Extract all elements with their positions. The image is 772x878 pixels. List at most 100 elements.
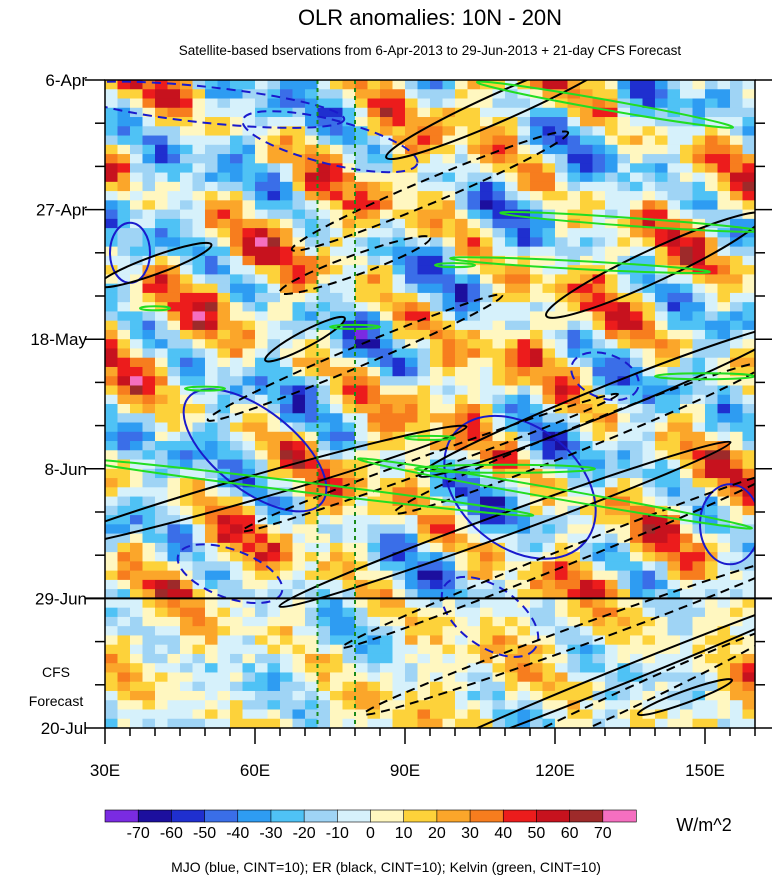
heatmap-cell xyxy=(417,672,431,683)
heatmap-cell xyxy=(430,478,444,488)
heatmap-cell xyxy=(542,376,556,387)
heatmap-cell xyxy=(555,607,569,618)
heatmap-cell xyxy=(355,237,369,248)
heatmap-cell xyxy=(192,552,206,562)
heatmap-cell xyxy=(242,441,256,451)
heatmap-cell xyxy=(317,292,331,303)
heatmap-cell xyxy=(505,135,519,146)
heatmap-cell xyxy=(242,718,256,728)
heatmap-cell xyxy=(505,172,519,183)
heatmap-cell xyxy=(730,265,744,275)
heatmap-cell xyxy=(567,459,581,470)
heatmap-cell xyxy=(580,524,594,535)
heatmap-cell xyxy=(455,533,469,544)
heatmap-cell xyxy=(105,542,119,553)
heatmap-cell xyxy=(592,339,606,350)
heatmap-cell xyxy=(705,144,719,155)
reference-longitude-lines xyxy=(316,80,356,728)
heatmap-cell xyxy=(305,496,319,507)
heatmap-cell xyxy=(605,302,619,313)
heatmap-cell xyxy=(567,431,581,442)
heatmap-cell xyxy=(517,709,531,720)
heatmap-cell xyxy=(242,533,256,544)
heatmap-cell xyxy=(280,626,294,637)
heatmap-cell xyxy=(605,626,619,637)
heatmap-cell xyxy=(442,246,456,257)
heatmap-cell xyxy=(367,200,381,211)
heatmap-cell xyxy=(305,89,319,100)
heatmap-cell xyxy=(242,626,256,637)
heatmap-cell xyxy=(417,80,431,90)
heatmap-cell xyxy=(205,515,219,525)
heatmap-cell xyxy=(467,589,481,599)
heatmap-cell xyxy=(367,163,381,174)
heatmap-cell xyxy=(680,394,694,405)
heatmap-cell xyxy=(305,607,319,618)
heatmap-cell xyxy=(442,163,456,174)
heatmap-cell xyxy=(667,413,681,424)
heatmap-cell xyxy=(255,413,269,424)
heatmap-cell xyxy=(267,505,281,516)
heatmap-cell xyxy=(617,163,631,174)
heatmap-cell xyxy=(205,255,219,266)
heatmap-cell xyxy=(342,505,356,516)
heatmap-cell xyxy=(480,376,494,387)
heatmap-cell xyxy=(105,598,119,609)
heatmap-cell xyxy=(517,311,531,322)
heatmap-cell xyxy=(592,626,606,637)
heatmap-cell xyxy=(430,218,444,229)
heatmap-cell xyxy=(742,681,755,692)
heatmap-cell xyxy=(455,718,469,728)
heatmap-cell xyxy=(180,265,194,275)
heatmap-cell xyxy=(680,329,694,340)
heatmap-cell xyxy=(417,385,431,396)
heatmap-cell xyxy=(330,441,344,451)
heatmap-cell xyxy=(530,533,544,544)
heatmap-cell xyxy=(180,404,194,414)
x-axis: 30E 60E 90E 120E 150E xyxy=(90,728,756,780)
heatmap-cell xyxy=(642,191,656,201)
heatmap-cell xyxy=(380,376,394,387)
heatmap-cell xyxy=(530,589,544,599)
heatmap-cell xyxy=(467,209,481,220)
heatmap-cell xyxy=(392,385,406,396)
heatmap-cell xyxy=(242,98,256,109)
heatmap-cell xyxy=(342,209,356,220)
heatmap-cell xyxy=(142,126,156,137)
heatmap-cell xyxy=(142,422,156,433)
heatmap-cell xyxy=(217,357,231,368)
heatmap-cell xyxy=(717,626,731,637)
heatmap-cell xyxy=(667,672,681,683)
heatmap-cell xyxy=(130,265,144,275)
heatmap-cell xyxy=(742,200,755,211)
heatmap-cell xyxy=(217,598,231,609)
heatmap-cell xyxy=(742,441,755,451)
heatmap-cell xyxy=(442,339,456,350)
heatmap-cell xyxy=(267,385,281,396)
heatmap-cell xyxy=(342,450,356,461)
heatmap-cell xyxy=(705,598,719,609)
heatmap-cell xyxy=(405,172,419,183)
heatmap-cell xyxy=(355,366,369,377)
er-contour xyxy=(206,293,504,422)
heatmap-cell xyxy=(180,579,194,590)
heatmap-cell xyxy=(717,135,731,146)
heatmap-cell xyxy=(355,376,369,387)
heatmap-cell xyxy=(280,478,294,488)
heatmap-cell xyxy=(255,144,269,155)
heatmap-cell xyxy=(605,357,619,368)
heatmap-cell xyxy=(517,200,531,211)
heatmap-cell xyxy=(217,459,231,470)
heatmap-cell xyxy=(480,681,494,692)
heatmap-cell xyxy=(642,394,656,405)
heatmap-cell xyxy=(230,394,244,405)
colorbar-swatch xyxy=(270,809,305,823)
heatmap-cell xyxy=(605,653,619,664)
heatmap-cell xyxy=(717,191,731,201)
heatmap-cell xyxy=(380,542,394,553)
heatmap-cell xyxy=(667,181,681,192)
heatmap-cell xyxy=(567,690,581,701)
heatmap-cell xyxy=(367,329,381,340)
heatmap-cell xyxy=(692,283,706,294)
heatmap-cell xyxy=(542,635,556,646)
